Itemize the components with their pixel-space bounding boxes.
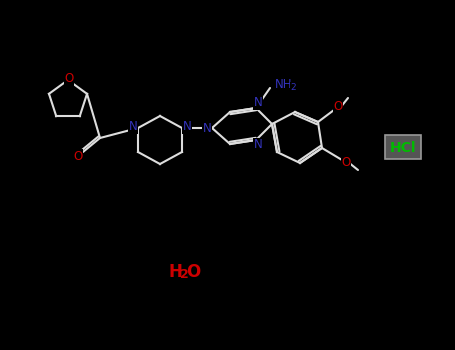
Text: N: N xyxy=(129,120,137,133)
Text: O: O xyxy=(73,149,83,162)
Text: N: N xyxy=(182,120,192,133)
Text: O: O xyxy=(341,156,351,169)
Text: N: N xyxy=(202,122,212,135)
Text: NH: NH xyxy=(275,77,293,91)
Text: O: O xyxy=(334,100,343,113)
Text: 2: 2 xyxy=(290,83,296,91)
Text: H: H xyxy=(168,263,182,281)
FancyBboxPatch shape xyxy=(385,135,421,159)
Text: O: O xyxy=(64,72,74,85)
Text: N: N xyxy=(253,97,263,110)
Text: O: O xyxy=(186,263,200,281)
Text: N: N xyxy=(253,139,263,152)
Text: HCl: HCl xyxy=(390,141,416,155)
Text: 2: 2 xyxy=(180,268,188,281)
